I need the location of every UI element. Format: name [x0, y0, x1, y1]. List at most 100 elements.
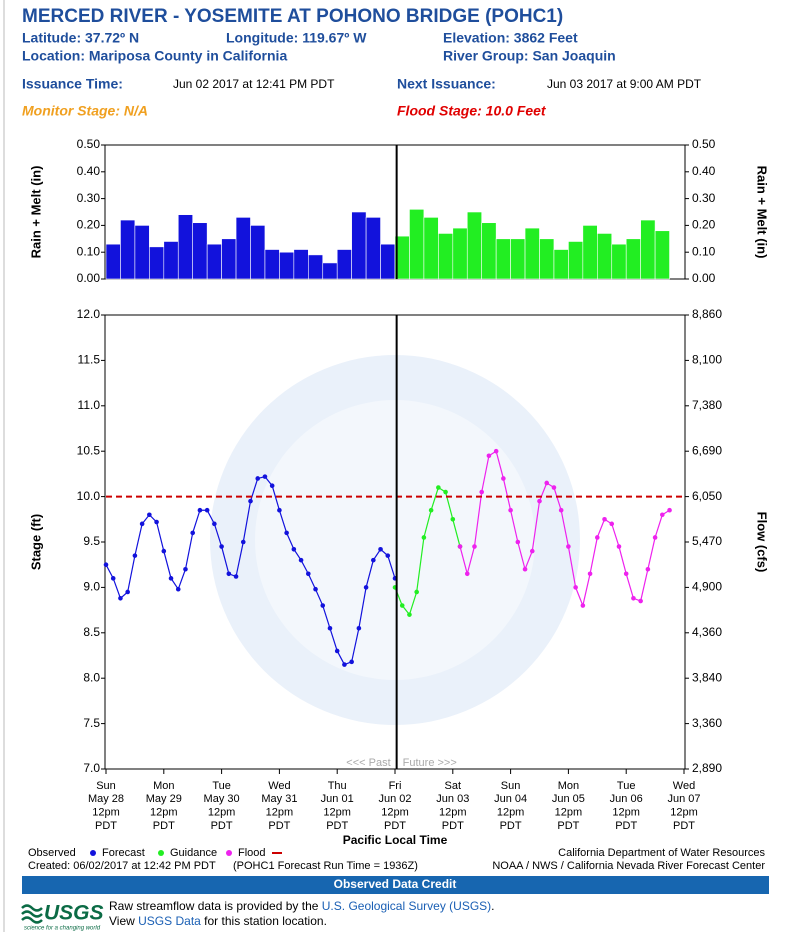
x-tick-label: 12pm	[497, 807, 525, 819]
y-tick-label: 11.0	[78, 398, 101, 412]
y-tick-label: 10.5	[77, 443, 101, 457]
x-tick-label: Fri	[389, 780, 402, 792]
data-point	[233, 574, 239, 579]
y2-tick-label: 4,360	[692, 625, 722, 639]
data-point	[399, 603, 405, 608]
data-point	[161, 548, 167, 554]
data-point	[580, 603, 586, 608]
usgs-data-link[interactable]: USGS Data	[138, 914, 201, 928]
y2-tick-label: 3,840	[692, 670, 722, 684]
flood-stage: Flood Stage: 10.0 Feet	[397, 103, 547, 119]
data-point	[645, 566, 651, 572]
data-point	[125, 589, 130, 595]
y-axis-title: Stage (ft)	[28, 514, 43, 570]
data-point	[638, 598, 643, 604]
bar	[279, 251, 295, 280]
x-tick-label: Sun	[96, 780, 116, 792]
x-tick-label: 12pm	[439, 807, 467, 819]
data-point	[168, 576, 174, 581]
bar	[250, 225, 266, 280]
y2-tick-label: 0.40	[692, 164, 716, 178]
data-point	[306, 571, 311, 577]
data-point	[349, 659, 354, 665]
bar	[654, 230, 670, 280]
y-tick-label: 0.00	[77, 271, 101, 285]
y2-tick-label: 8,860	[692, 307, 722, 321]
x-tick-label: Tue	[212, 780, 231, 792]
x-tick-label: Tue	[617, 780, 636, 792]
annotation: Future >>>	[403, 757, 457, 769]
credit-line: View USGS Data for this station location…	[109, 914, 327, 928]
x-tick-label: Jun 07	[667, 793, 700, 805]
latitude: Latitude: 37.72º N	[22, 30, 139, 46]
usgs-logo-waves	[21, 904, 43, 924]
bar	[640, 219, 656, 280]
data-point	[493, 448, 499, 454]
y-tick-label: 9.0	[83, 580, 100, 594]
bar	[409, 209, 425, 280]
bar	[596, 233, 613, 280]
data-point	[450, 517, 456, 522]
data-point	[291, 546, 297, 552]
data-point	[529, 548, 535, 554]
data-point	[587, 571, 593, 577]
data-point	[103, 562, 109, 567]
y-tick-label: 0.10	[77, 244, 101, 258]
bar	[495, 238, 511, 280]
data-point	[667, 507, 672, 513]
bar	[206, 243, 222, 280]
y2-axis-title: Rain + Melt (in)	[755, 166, 770, 259]
issuance-time: Jun 02 2017 at 12:41 PM PDT	[173, 77, 335, 91]
data-point	[356, 625, 362, 631]
data-point	[508, 507, 513, 513]
data-point	[652, 535, 658, 540]
text: View	[109, 914, 138, 928]
bar	[293, 249, 309, 280]
y-tick-label: 11.5	[78, 353, 101, 367]
x-tick-label: Sun	[501, 780, 521, 792]
x-tick-label: Sat	[445, 780, 462, 792]
x-tick-label: 12pm	[323, 807, 351, 819]
y2-tick-label: 0.20	[692, 218, 716, 232]
data-point	[298, 557, 304, 563]
y-tick-label: 10.0	[77, 489, 101, 503]
x-tick-label: PDT	[557, 820, 579, 832]
data-point	[197, 507, 203, 513]
data-point	[464, 571, 470, 577]
data-point	[255, 476, 261, 481]
data-point	[602, 517, 607, 522]
bar	[307, 254, 324, 280]
y2-tick-label: 6,050	[692, 489, 722, 503]
usgs-logo[interactable]: USGS	[44, 902, 104, 925]
y2-tick-label: 0.10	[692, 244, 716, 258]
next-issuance-time: Jun 03 2017 at 9:00 AM PDT	[547, 77, 702, 91]
usgs-link[interactable]: U.S. Geological Survey (USGS)	[322, 899, 491, 913]
data-point	[147, 512, 152, 518]
x-tick-label: PDT	[615, 820, 637, 832]
data-point	[573, 585, 578, 590]
annotation: <<< Past	[346, 757, 390, 769]
longitude: Longitude: 119.67º W	[226, 30, 367, 46]
data-point	[363, 585, 369, 590]
x-tick-label: PDT	[384, 820, 406, 832]
x-tick-label: 12pm	[208, 807, 236, 819]
data-point	[414, 589, 419, 595]
bar	[163, 241, 179, 280]
legend-label: Flood	[238, 847, 266, 859]
data-point	[660, 512, 665, 518]
data-point	[132, 553, 138, 558]
data-point	[320, 603, 326, 608]
x-tick-label: PDT	[268, 820, 290, 832]
data-point	[378, 546, 383, 552]
y-tick-label: 8.5	[83, 625, 100, 639]
data-point	[558, 507, 564, 513]
data-point	[269, 483, 275, 489]
data-point	[616, 544, 622, 549]
data-point	[139, 521, 145, 527]
x-tick-label: Jun 02	[378, 793, 411, 805]
y-tick-label: 0.40	[77, 164, 101, 178]
data-point	[226, 571, 232, 577]
bar	[524, 227, 540, 280]
data-point	[183, 566, 188, 572]
